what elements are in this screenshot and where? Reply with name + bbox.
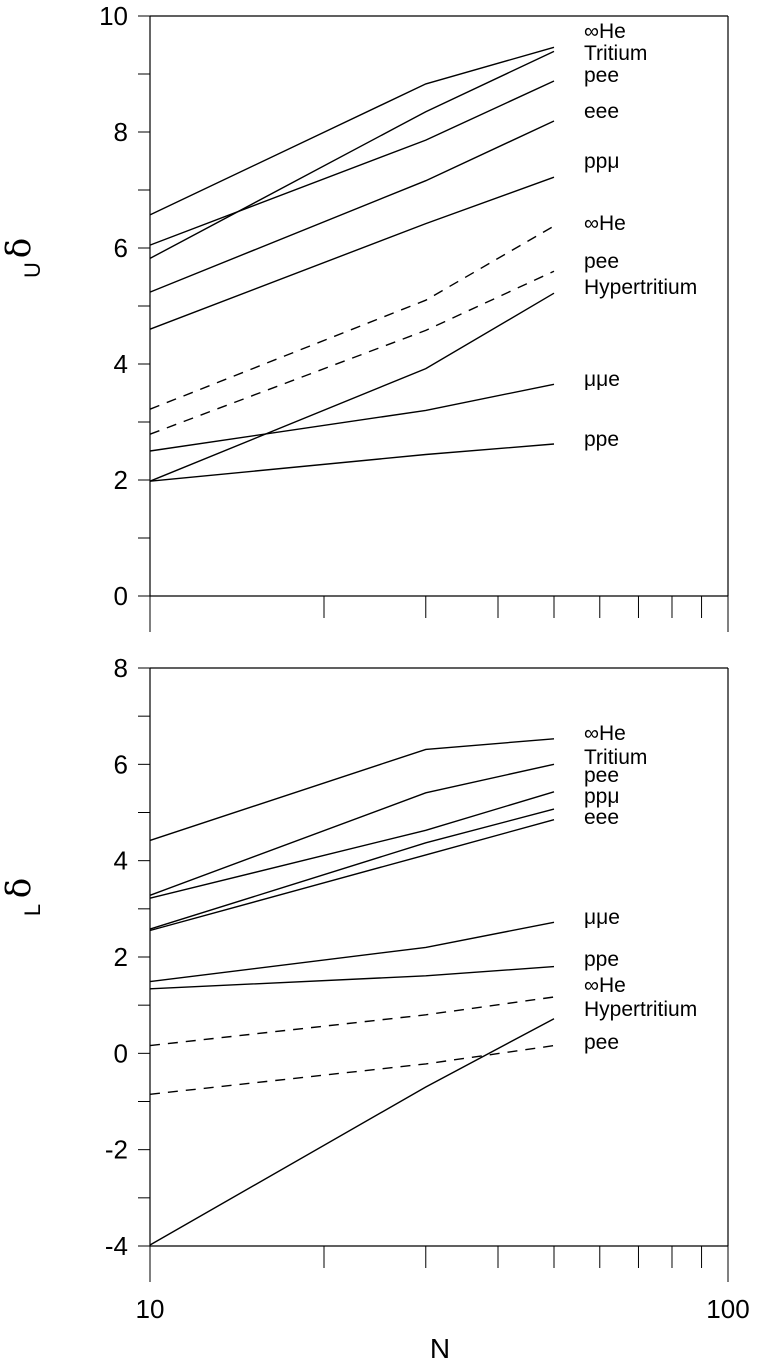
x-axis-title: N xyxy=(430,1333,450,1364)
series-line xyxy=(149,176,555,330)
y-tick-label: 6 xyxy=(114,233,128,263)
series-line xyxy=(149,292,555,482)
y-tick-label: 4 xyxy=(114,349,128,379)
panel-upper: 0246810∞HeTritiumpeeeeeppμ∞HepeeHypertri… xyxy=(0,1,729,632)
series-label: ∞He xyxy=(584,20,626,43)
y-tick-label: 6 xyxy=(114,749,128,779)
series-line xyxy=(149,120,555,293)
series-label: ppe xyxy=(584,948,619,971)
series-line xyxy=(149,1018,555,1246)
y-axis-subscript: U xyxy=(20,262,45,278)
series-line xyxy=(149,996,555,1047)
series-line xyxy=(149,225,555,410)
series-line xyxy=(149,808,555,930)
x-tick-label: 10 xyxy=(136,1294,165,1324)
series-label: pee xyxy=(584,764,619,787)
y-tick-label: 8 xyxy=(114,117,128,147)
y-tick-label: -4 xyxy=(105,1231,128,1261)
series-line xyxy=(149,383,555,452)
series-label: ∞He xyxy=(584,722,626,745)
series-line xyxy=(149,921,555,983)
y-axis-subscript: L xyxy=(20,904,45,916)
series-label: μμe xyxy=(584,906,620,929)
series-line xyxy=(149,46,555,216)
y-tick-label: 10 xyxy=(99,1,128,31)
series-label: eee xyxy=(584,806,619,829)
series-label: ppe xyxy=(584,428,619,451)
series-label: eee xyxy=(584,100,619,123)
x-tick-label: 100 xyxy=(706,1294,749,1324)
series-label: ppμ xyxy=(584,785,619,808)
y-tick-label: -2 xyxy=(105,1135,128,1165)
series-line xyxy=(149,1044,555,1095)
series-line xyxy=(149,791,555,899)
series-line xyxy=(149,80,555,246)
series-line xyxy=(149,443,555,482)
y-tick-label: 0 xyxy=(114,581,128,611)
series-label: ∞He xyxy=(584,212,626,235)
y-tick-label: 8 xyxy=(114,653,128,683)
series-label: Tritium xyxy=(584,42,647,65)
y-axis-title: δ xyxy=(0,878,39,898)
y-axis-title: δ xyxy=(0,238,39,258)
series-line xyxy=(149,965,555,990)
y-tick-label: 4 xyxy=(114,846,128,876)
y-tick-label: 2 xyxy=(114,942,128,972)
series-label: pee xyxy=(584,1031,619,1054)
series-line xyxy=(149,50,555,260)
series-label: μμe xyxy=(584,368,620,391)
series-line xyxy=(149,763,555,896)
series-line xyxy=(149,738,555,842)
series-label: Hypertritium xyxy=(584,998,697,1021)
series-label: Hypertritium xyxy=(584,276,697,299)
series-line xyxy=(149,270,555,435)
panel-lower: -4-202468∞HeTritiumpeeppμeeeμμeppe∞HeHyp… xyxy=(0,653,750,1364)
y-tick-label: 2 xyxy=(114,465,128,495)
series-line xyxy=(149,819,555,932)
series-label: Tritium xyxy=(584,746,647,769)
series-label: ∞He xyxy=(584,974,626,997)
series-label: pee xyxy=(584,64,619,87)
series-label: ppμ xyxy=(584,150,619,173)
y-tick-label: 0 xyxy=(114,1038,128,1068)
series-label: pee xyxy=(584,250,619,273)
